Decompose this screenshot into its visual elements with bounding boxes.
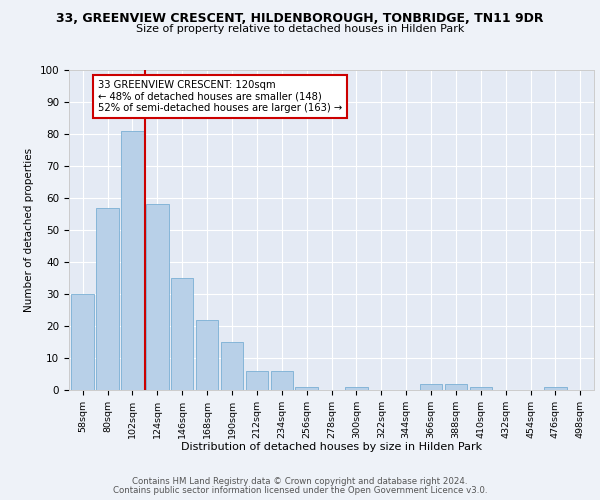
Bar: [71, 294, 94, 390]
Bar: [470, 387, 492, 390]
Text: Distribution of detached houses by size in Hilden Park: Distribution of detached houses by size …: [181, 442, 482, 452]
Bar: [445, 384, 467, 390]
Bar: [271, 371, 293, 390]
Text: 33 GREENVIEW CRESCENT: 120sqm
← 48% of detached houses are smaller (148)
52% of : 33 GREENVIEW CRESCENT: 120sqm ← 48% of d…: [98, 80, 342, 113]
Bar: [221, 342, 243, 390]
Text: Size of property relative to detached houses in Hilden Park: Size of property relative to detached ho…: [136, 24, 464, 34]
Text: Contains public sector information licensed under the Open Government Licence v3: Contains public sector information licen…: [113, 486, 487, 495]
Bar: [345, 387, 368, 390]
Bar: [146, 204, 169, 390]
Text: 33, GREENVIEW CRESCENT, HILDENBOROUGH, TONBRIDGE, TN11 9DR: 33, GREENVIEW CRESCENT, HILDENBOROUGH, T…: [56, 12, 544, 26]
Y-axis label: Number of detached properties: Number of detached properties: [24, 148, 34, 312]
Bar: [196, 320, 218, 390]
Bar: [245, 371, 268, 390]
Bar: [171, 278, 193, 390]
Bar: [544, 387, 566, 390]
Text: Contains HM Land Registry data © Crown copyright and database right 2024.: Contains HM Land Registry data © Crown c…: [132, 478, 468, 486]
Bar: [295, 387, 318, 390]
Bar: [121, 131, 143, 390]
Bar: [420, 384, 442, 390]
Bar: [97, 208, 119, 390]
